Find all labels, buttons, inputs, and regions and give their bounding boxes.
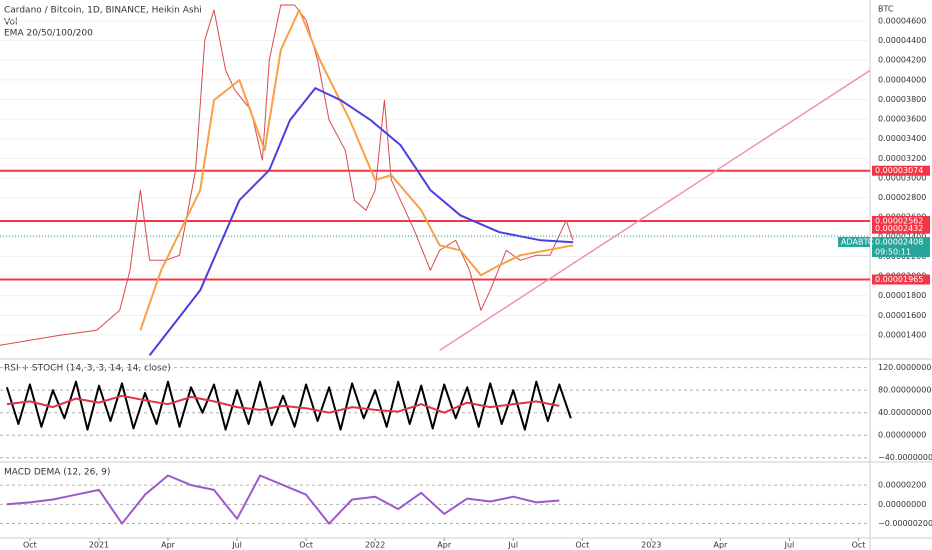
y-tick-label: 0.00000000 [878, 431, 926, 440]
x-tick-label: Jul [784, 541, 795, 550]
series-line [139, 9, 574, 331]
x-tick-label: 2023 [641, 541, 661, 550]
y-tick-label: 0.00002800 [878, 193, 926, 202]
y-tick-label: −0.00000200 [878, 519, 932, 528]
symbol-label: ADABTC [841, 238, 874, 247]
pane-title: RSI + STOCH (14, 3, 3, 14, 14, close) [4, 364, 171, 374]
y-tick-label: 0.00001800 [878, 291, 926, 300]
marker-label: 0.00002432 [875, 224, 923, 233]
x-tick-label: Oct [575, 541, 589, 550]
y-tick-label: 0.00001400 [878, 330, 926, 339]
y-tick-label: 0.00003400 [878, 134, 926, 143]
series-line [148, 87, 574, 357]
x-tick-label: Apr [161, 541, 176, 550]
y-tick-label: 0.00003600 [878, 115, 926, 124]
indicator-label: EMA 20/50/100/200 [4, 29, 93, 39]
y-tick-label: 120.00000000 [878, 363, 932, 372]
last-price-label: 0.00002408 [875, 238, 923, 247]
x-tick-label: Apr [713, 541, 728, 550]
level-label-box [872, 274, 930, 285]
level-label: 0.00003074 [875, 166, 923, 175]
symbol-box [838, 237, 870, 248]
level-label: 0.00002562 [875, 216, 923, 225]
x-tick-label: Oct [852, 541, 866, 550]
indicator-label: Vol [4, 18, 17, 28]
y-tick-label: 40.00000000 [878, 408, 931, 417]
y-tick-label: 80.00000000 [878, 386, 931, 395]
countdown-label: 09:50:11 [875, 248, 911, 257]
series-line [6, 394, 560, 414]
y-tick-label: 0.00002400 [878, 232, 926, 241]
y-tick-label: 0.00000000 [878, 500, 926, 509]
x-tick-label: Jul [231, 541, 242, 550]
last-price-box [872, 237, 930, 258]
y-tick-label: 0.00004000 [878, 75, 926, 84]
y-tick-label: 0.00003200 [878, 154, 926, 163]
y-tick-label: 0.00004400 [878, 36, 926, 45]
y-tick-label: 0.00003800 [878, 95, 926, 104]
trend-line [439, 69, 870, 351]
y-tick-label: 0.00000200 [878, 481, 926, 490]
level-label: 0.00001965 [875, 275, 923, 284]
y-tick-label: 0.00004600 [878, 16, 926, 25]
x-tick-label: Jul [507, 541, 518, 550]
series-line [0, 4, 574, 346]
x-tick-label: 2021 [89, 541, 109, 550]
y-tick-label: −40.00000000 [878, 453, 932, 462]
y-tick-label: 0.00003000 [878, 173, 926, 182]
x-tick-label: Oct [23, 541, 37, 550]
level-label-box [872, 215, 930, 226]
pane-title: MACD DEMA (12, 26, 9) [4, 468, 110, 478]
x-tick-label: 2022 [365, 541, 385, 550]
y-tick-label: 0.00004200 [878, 56, 926, 65]
chart-title: Cardano / Bitcoin, 1D, BINANCE, Heikin A… [4, 6, 202, 16]
series-line [5, 380, 572, 431]
x-tick-label: Oct [299, 541, 313, 550]
series-line [6, 474, 560, 525]
unit-label: BTC [878, 5, 894, 14]
level-label-box [872, 165, 930, 176]
marker-box [872, 223, 930, 234]
y-tick-label: 0.00001600 [878, 311, 926, 320]
x-tick-label: Apr [437, 541, 452, 550]
